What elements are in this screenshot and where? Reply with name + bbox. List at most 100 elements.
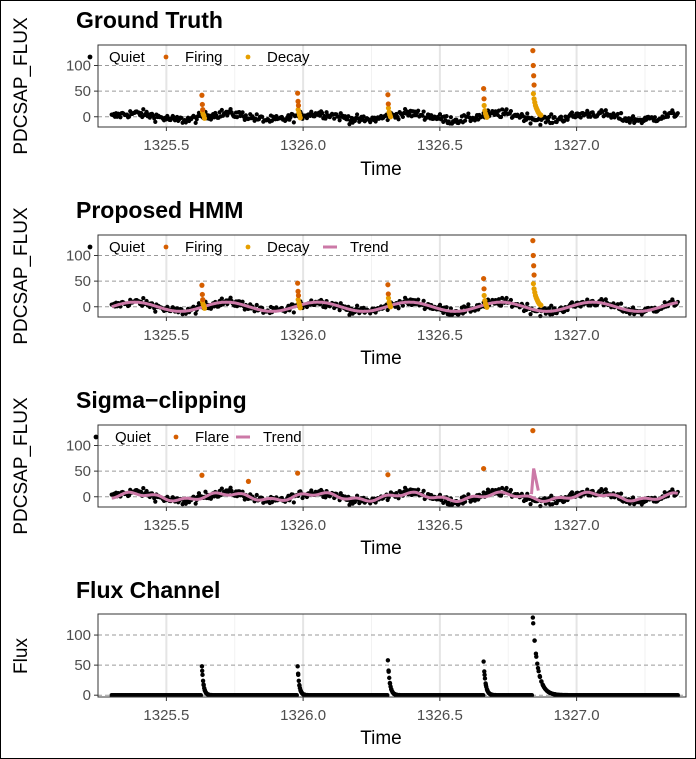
quiet-point (260, 114, 265, 119)
quiet-point (538, 313, 543, 319)
y-tick-label: 100 (66, 58, 91, 75)
legend-label: Decay (267, 239, 310, 256)
panel-0: Ground Truth 0 50 100 1325.5 1326.0 1326.5 1327… (11, 7, 687, 180)
x-tick-label: 1326.5 (417, 137, 463, 154)
quiet-point (141, 107, 146, 112)
quiet-point (193, 311, 198, 316)
quiet-point (346, 114, 351, 119)
flare-point (295, 664, 300, 669)
quiet-point (304, 304, 310, 310)
quiet-point (528, 121, 533, 126)
firing-point (531, 82, 537, 88)
y-axis-label: Flux (11, 638, 32, 674)
quiet-point (652, 115, 657, 120)
quiet-point (496, 487, 502, 492)
flare-point (535, 665, 541, 671)
x-tick-label: 1327.0 (554, 707, 600, 724)
quiet-point (203, 489, 208, 494)
quiet-point (254, 302, 259, 308)
quiet-point (627, 120, 632, 125)
flare-point (530, 428, 536, 434)
firing-point (531, 263, 537, 269)
quiet-point (243, 113, 248, 118)
quiet-point (618, 110, 624, 116)
legend-key-firing (163, 244, 169, 250)
quiet-point (466, 302, 471, 307)
y-tick-label: 100 (66, 438, 91, 455)
y-axis-label: PDCSAP_FLUX (11, 397, 32, 535)
firing-point (385, 101, 391, 107)
quiet-point (361, 114, 366, 119)
firing-point (531, 73, 537, 79)
firing-point (385, 92, 391, 98)
legend-label: Quiet (109, 239, 146, 256)
quiet-point (291, 310, 296, 315)
firing-point (199, 92, 205, 98)
quiet-point (603, 108, 608, 113)
trend-line (111, 490, 679, 503)
decay-point (297, 305, 303, 311)
panel-border (97, 234, 687, 318)
quiet-point (508, 297, 514, 303)
quiet-point (629, 117, 635, 122)
quiet-point (421, 109, 426, 114)
firing-point (295, 280, 301, 286)
quiet-point (332, 305, 337, 311)
quiet-point (528, 501, 533, 507)
y-tick-label: 0 (83, 109, 91, 126)
flare-point (387, 680, 393, 686)
x-tick-label: 1327.0 (554, 137, 600, 154)
firing-point (199, 282, 205, 288)
quiet-point (437, 302, 443, 307)
quiet-point (139, 110, 144, 116)
firing-point (199, 101, 205, 108)
quiet-point (504, 107, 509, 112)
quiet-point (578, 115, 583, 120)
quiet-point (498, 493, 504, 498)
flare-point (296, 678, 301, 684)
decay-point (201, 305, 208, 311)
quiet-point (254, 112, 259, 117)
decay-point (385, 295, 392, 301)
quiet-point (618, 491, 624, 496)
quiet-point (496, 108, 502, 113)
flare-point (199, 664, 205, 669)
x-tick-label: 1326.0 (280, 517, 326, 534)
flare-point (490, 692, 495, 698)
quiet-point (588, 114, 593, 119)
quiet-point (444, 305, 449, 310)
quiet-point (338, 301, 343, 306)
flare-point (245, 478, 252, 484)
x-tick-label: 1326.5 (417, 327, 463, 344)
quiet-point (153, 119, 158, 124)
quiet-point (550, 120, 555, 125)
panel-title: Sigma−clipping (76, 387, 247, 413)
legend-label: Quiet (115, 429, 152, 446)
quiet-point (228, 485, 233, 490)
quiet-point (337, 118, 342, 123)
quiet-point (332, 116, 337, 121)
legend-key-flare (173, 434, 179, 440)
quiet-point (569, 300, 575, 305)
quiet-point (228, 106, 233, 112)
quiet-point (219, 486, 224, 491)
quiet-point (552, 115, 557, 120)
panel-title: Ground Truth (76, 7, 223, 33)
quiet-point (618, 301, 624, 306)
firing-point (481, 85, 487, 92)
quiet-point (466, 111, 471, 116)
flare-point (296, 672, 301, 678)
flare-point (483, 681, 488, 686)
quiet-point (228, 295, 233, 300)
flare-point (387, 675, 392, 681)
x-tick-label: 1327.0 (554, 327, 600, 344)
flare-point (385, 658, 391, 663)
quiet-point (338, 491, 343, 496)
quiet-point (355, 303, 360, 308)
quiet-point (139, 489, 144, 494)
firing-point (199, 291, 205, 298)
legend-key-decay (245, 54, 251, 60)
quiet-point (498, 303, 504, 308)
firing-point (200, 106, 206, 113)
quiet-point (569, 110, 575, 115)
